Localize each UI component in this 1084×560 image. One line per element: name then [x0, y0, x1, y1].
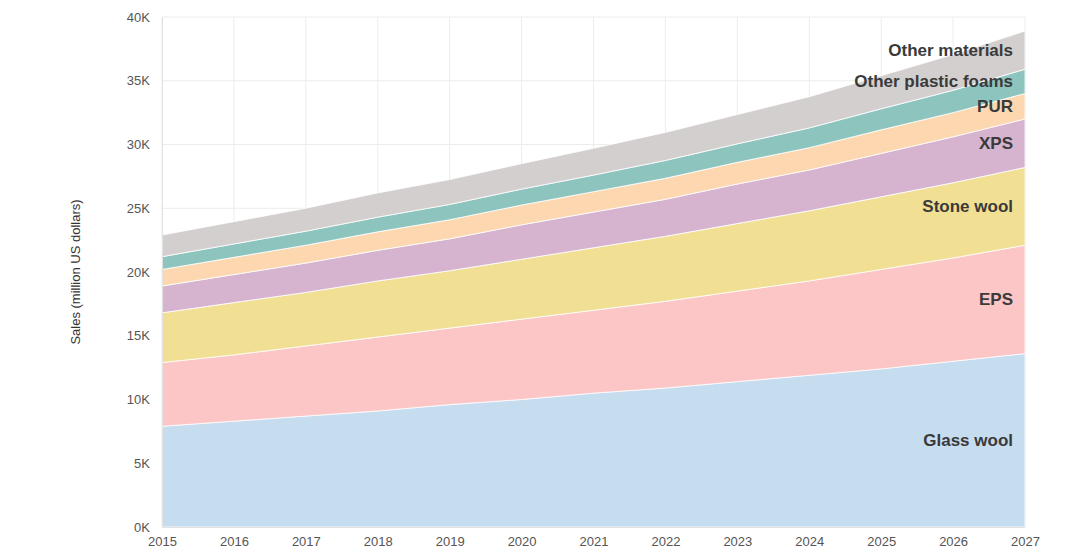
- area: [162, 31, 1025, 257]
- y-axis: 0K 5K 10K 15K 20K 25K 30K 35K 40K: [127, 10, 163, 535]
- series-label: Glass wool: [923, 431, 1013, 450]
- y-tick: 10K: [127, 392, 162, 407]
- x-tick: 2017: [292, 527, 321, 549]
- x-tick-label: 2023: [723, 534, 752, 549]
- series-labels: Glass wool EPS Stone wool XPS PUR Other plast…: [854, 41, 1013, 450]
- x-tick: 2022: [651, 527, 680, 549]
- series-label: Other materials: [888, 41, 1013, 60]
- x-axis-line: [163, 527, 1026, 528]
- areas: [162, 31, 1025, 527]
- x-tick: 2015: [148, 527, 177, 549]
- x-tick: 2025: [867, 527, 896, 549]
- plot: 0K5K10K15K20K25K30K35K40K201520162017201…: [127, 10, 1040, 550]
- grid-line-x: [162, 17, 163, 527]
- y-tick-label: 15K: [127, 328, 150, 343]
- x-tick-label: 2025: [867, 534, 896, 549]
- x-tick-label: 2015: [148, 534, 177, 549]
- x-tick: 2020: [508, 527, 537, 549]
- y-tick-label: 40K: [127, 10, 150, 25]
- series-label: PUR: [977, 97, 1013, 116]
- x-tick-label: 2019: [436, 534, 465, 549]
- y-axis-title: Sales (million US dollars): [68, 199, 83, 344]
- y-tick-label: 20K: [127, 265, 150, 280]
- x-tick-label: 2026: [939, 534, 968, 549]
- y-tick-label: 5K: [134, 456, 150, 471]
- x-tick: 2027: [1011, 527, 1040, 549]
- chart: 0K5K10K15K20K25K30K35K40K201520162017201…: [0, 0, 1084, 560]
- x-tick: 2018: [364, 527, 393, 549]
- grid-line-y: [162, 17, 1025, 18]
- y-tick: 5K: [134, 456, 162, 471]
- y-tick: 15K: [127, 328, 162, 343]
- x-tick: 2021: [580, 527, 609, 549]
- y-tick-label: 35K: [127, 73, 150, 88]
- x-tick-label: 2027: [1011, 534, 1040, 549]
- x-tick-label: 2018: [364, 534, 393, 549]
- x-tick: 2023: [723, 527, 752, 549]
- series-label: EPS: [979, 290, 1013, 309]
- y-tick: 30K: [127, 137, 162, 152]
- y-axis-line: [162, 18, 163, 528]
- y-tick: 25K: [127, 201, 162, 216]
- y-tick-label: 25K: [127, 201, 150, 216]
- y-tick-label: 0K: [134, 520, 150, 535]
- x-tick: 2026: [939, 527, 968, 549]
- x-tick-label: 2024: [795, 534, 824, 549]
- x-axis: 2015 2016 2017 2018 2019 2020 2021 2022 2023 2024…: [148, 527, 1040, 549]
- x-tick: 2019: [436, 527, 465, 549]
- x-tick: 2024: [795, 527, 824, 549]
- y-tick: 35K: [127, 73, 162, 88]
- grid: [162, 17, 1025, 527]
- y-tick: 0K: [134, 520, 162, 535]
- x-tick-label: 2017: [292, 534, 321, 549]
- x-tick-label: 2022: [651, 534, 680, 549]
- x-tick-label: 2016: [220, 534, 249, 549]
- series-label: Other plastic foams: [854, 72, 1013, 91]
- y-tick: 40K: [127, 10, 162, 25]
- x-tick-label: 2020: [508, 534, 537, 549]
- y-tick: 20K: [127, 265, 162, 280]
- series-label: Stone wool: [922, 197, 1013, 216]
- x-tick: 2016: [220, 527, 249, 549]
- y-tick-label: 30K: [127, 137, 150, 152]
- y-tick-label: 10K: [127, 392, 150, 407]
- series-label: XPS: [979, 134, 1013, 153]
- x-tick-label: 2021: [580, 534, 609, 549]
